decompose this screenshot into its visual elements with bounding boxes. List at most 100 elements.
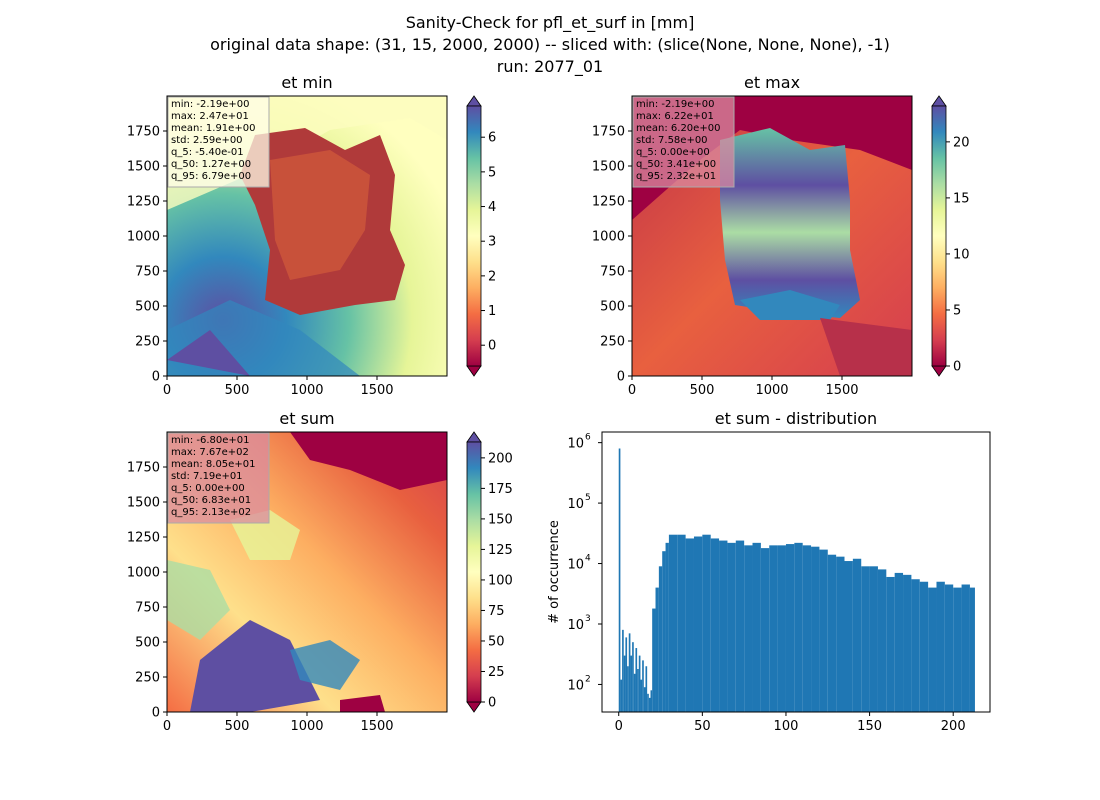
histogram-bar [877, 569, 887, 712]
colorbar-tick-label: 10 [953, 247, 970, 262]
histogram-bar [637, 669, 639, 712]
stats-line: min: -2.19e+00 [171, 99, 250, 110]
histogram-bar [819, 549, 828, 712]
y-tick-exponent: 5 [585, 493, 591, 503]
colorbar-extend-top [466, 95, 482, 107]
y-tick-label: 10 [567, 497, 584, 512]
histogram-bar [632, 642, 634, 712]
histogram-bar [777, 545, 786, 712]
histogram-bar [647, 693, 649, 712]
histogram-bar [652, 608, 656, 712]
colorbar-tick-label: 100 [488, 573, 513, 588]
x-tick-label: 50 [694, 719, 711, 734]
stats-line: min: -6.80e+01 [171, 435, 250, 446]
x-tick-label: 1500 [825, 383, 858, 398]
histogram-bar [662, 551, 666, 712]
histogram-bar [735, 540, 745, 712]
colorbar-extend-bottom [466, 701, 482, 713]
y-tick-label: 1250 [127, 195, 160, 210]
x-tick-label: 1000 [755, 383, 788, 398]
colorbar-extend-top [931, 95, 947, 107]
histogram-bar [928, 587, 937, 712]
histogram-bar [969, 587, 975, 712]
histogram-bar [648, 697, 651, 712]
y-tick-label: 250 [135, 671, 160, 686]
histogram-bar [710, 538, 720, 712]
y-tick-exponent: 3 [585, 614, 591, 624]
et-max-heatmap [632, 96, 912, 376]
stats-line: max: 6.22e+01 [636, 111, 714, 122]
y-tick-label: 1500 [127, 496, 160, 511]
histogram-bar [752, 542, 761, 712]
histogram-bar [827, 554, 837, 712]
histogram-bar [861, 566, 870, 712]
et-min-title: et min [281, 73, 332, 92]
histogram-bar [638, 655, 641, 712]
colorbar-tick-label: 15 [953, 191, 970, 206]
stats-line: max: 7.67e+02 [171, 447, 249, 458]
y-tick-label: 500 [135, 300, 160, 315]
histogram-bar [911, 579, 920, 712]
colorbar-tick-label: 175 [488, 482, 513, 497]
histogram-bar [693, 536, 703, 712]
histogram-bar [702, 534, 711, 712]
colorbar-tick-label: 0 [953, 360, 961, 375]
histogram-bar [760, 548, 770, 712]
y-tick-label: 1250 [127, 531, 160, 546]
stats-line: mean: 8.05e+01 [171, 459, 255, 470]
stats-line: q_5: 0.00e+00 [171, 483, 245, 494]
histogram-bar [769, 545, 778, 712]
stats-line: q_50: 3.41e+00 [636, 159, 716, 170]
histogram-bar [668, 534, 678, 712]
x-tick-label: 500 [225, 383, 250, 398]
et-sum-colorbar: 0 25 50 75 100 125 150 175 200 [466, 431, 513, 713]
colorbar-tick-label: 20 [953, 135, 970, 150]
panel-et-max: et max 0 500 1000 1500025050075010001250150… [592, 73, 970, 398]
x-tick-label: 1000 [290, 719, 323, 734]
x-tick-label: 500 [225, 719, 250, 734]
panel-et-sum: et sum 0 500 1000 1500025050075010001250150… [127, 409, 513, 734]
y-tick-label: 250 [135, 335, 160, 350]
y-tick-label: 500 [135, 636, 160, 651]
histogram-bar [944, 584, 954, 712]
colorbar-tick-label: 75 [488, 604, 505, 619]
x-tick-label: 0 [628, 383, 636, 398]
histogram-bar [811, 546, 820, 712]
histogram-bar [802, 545, 812, 712]
x-tick-label: 150 [857, 719, 882, 734]
x-tick-label: 100 [774, 719, 799, 734]
stats-line: q_95: 6.79e+00 [171, 171, 251, 182]
colorbar-tick-label: 6 [488, 131, 496, 146]
colorbar-extend-bottom [466, 365, 482, 377]
histogram-bar [658, 566, 663, 712]
colorbar-tick-label: 0 [488, 339, 496, 354]
colorbar-tick-label: 1 [488, 304, 496, 319]
x-tick-label: 1500 [360, 719, 393, 734]
histogram-bar [844, 561, 853, 712]
histogram-bar [622, 629, 624, 712]
figure-subtitle: original data shape: (31, 15, 2000, 2000… [210, 35, 890, 54]
stats-line: q_50: 6.83e+01 [171, 495, 251, 506]
histogram-ylabel: # of occurrence [547, 520, 562, 624]
stats-line: q_95: 2.32e+01 [636, 171, 716, 182]
histogram-bar [936, 581, 945, 712]
stats-box [632, 96, 735, 188]
histogram-bar [635, 648, 638, 712]
y-tick-label: 750 [135, 265, 160, 280]
y-tick-exponent: 4 [585, 554, 591, 564]
x-tick-label: 1500 [360, 383, 393, 398]
histogram-bar [886, 576, 895, 712]
histogram-bar [785, 544, 795, 712]
colorbar-tick-label: 125 [488, 543, 513, 558]
stats-box [167, 96, 270, 188]
histogram-bar [665, 542, 669, 712]
histogram-bar [852, 558, 862, 712]
colorbar-gradient [466, 441, 482, 703]
stats-line: q_5: 0.00e+00 [636, 147, 710, 158]
colorbar-gradient [931, 105, 947, 367]
x-tick-label: 0 [163, 719, 171, 734]
colorbar-tick-label: 50 [488, 634, 505, 649]
